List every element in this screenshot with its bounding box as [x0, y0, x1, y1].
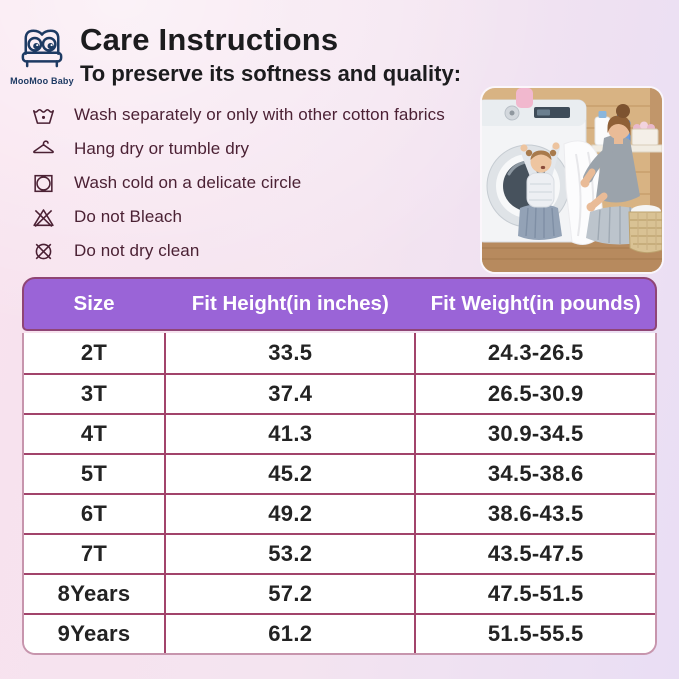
height-cell: 41.3	[164, 415, 417, 453]
table-row: 6T 49.2 38.6-43.5	[24, 493, 655, 533]
table-row: 8Years 57.2 47.5-51.5	[24, 573, 655, 613]
table-row: 2T 33.5 24.3-26.5	[24, 333, 655, 373]
care-item-wash-separately: Wash separately or only with other cotto…	[30, 102, 445, 128]
table-row: 3T 37.4 26.5-30.9	[24, 373, 655, 413]
column-header-size: Size	[73, 292, 115, 315]
laundry-photo	[482, 88, 662, 272]
weight-cell: 30.9-34.5	[487, 421, 584, 446]
care-item-text: Do not Bleach	[74, 207, 183, 226]
size-table-body: 2T 33.5 24.3-26.5 3T 37.4 26.5-30.9 4T 4…	[22, 333, 657, 655]
page-title: Care Instructions	[80, 22, 339, 57]
page-subtitle: To preserve its softness and quality:	[80, 60, 462, 86]
size-cell: 8Years	[57, 581, 131, 606]
table-row: 9Years 61.2 51.5-55.5	[24, 613, 655, 653]
weight-cell: 24.3-26.5	[487, 340, 584, 365]
laundry-basket	[628, 205, 662, 254]
height-cell: 45.2	[164, 455, 417, 493]
care-list: Wash separately or only with other cotto…	[30, 102, 445, 272]
table-row: 4T 41.3 30.9-34.5	[24, 413, 655, 453]
size-cell: 7T	[80, 541, 108, 566]
brand-logo: MooMoo Baby	[9, 26, 75, 86]
table-row: 7T 53.2 43.5-47.5	[24, 533, 655, 573]
column-header-fit-height: Fit Height(in inches)	[191, 292, 389, 315]
size-table-header: Size Fit Height(in inches) Fit Weight(in…	[22, 277, 657, 331]
size-cell: 4T	[80, 421, 108, 446]
height-cell: 57.2	[164, 575, 417, 613]
size-cell: 3T	[80, 381, 108, 406]
do-not-dry-clean-icon	[30, 238, 56, 264]
care-item-do-not-bleach: Do not Bleach	[30, 204, 445, 230]
care-item-delicate-cycle: Wash cold on a delicate circle	[30, 170, 445, 196]
size-cell: 6T	[80, 501, 108, 526]
care-item-do-not-dry-clean: Do not dry clean	[30, 238, 445, 264]
brand-name: MooMoo Baby	[10, 76, 74, 86]
size-table: Size Fit Height(in inches) Fit Weight(in…	[22, 277, 657, 655]
height-cell: 33.5	[164, 333, 417, 373]
care-item-text: Do not dry clean	[74, 241, 200, 260]
table-row: 5T 45.2 34.5-38.6	[24, 453, 655, 493]
delicate-cycle-icon	[30, 170, 56, 196]
machine-wash-icon	[30, 102, 56, 128]
weight-cell: 34.5-38.6	[487, 461, 584, 486]
column-header-fit-weight: Fit Weight(in pounds)	[430, 292, 641, 315]
size-cell: 9Years	[57, 621, 131, 646]
weight-cell: 38.6-43.5	[487, 501, 584, 526]
care-item-text: Hang dry or tumble dry	[74, 139, 250, 158]
height-cell: 53.2	[164, 535, 417, 573]
care-item-text: Wash cold on a delicate circle	[74, 173, 302, 192]
do-not-bleach-icon	[30, 204, 56, 230]
weight-cell: 51.5-55.5	[487, 621, 584, 646]
size-cell: 2T	[80, 340, 108, 365]
height-cell: 37.4	[164, 375, 417, 413]
care-item-hang-dry: Hang dry or tumble dry	[30, 136, 445, 162]
owl-logo-icon	[21, 29, 63, 68]
weight-cell: 47.5-51.5	[487, 581, 584, 606]
weight-cell: 43.5-47.5	[487, 541, 584, 566]
care-item-text: Wash separately or only with other cotto…	[74, 105, 445, 124]
size-cell: 5T	[80, 461, 108, 486]
hanger-icon	[30, 136, 56, 162]
height-cell: 61.2	[164, 615, 417, 653]
heading-block: Care Instructions To preserve its softne…	[80, 22, 462, 87]
height-cell: 49.2	[164, 495, 417, 533]
weight-cell: 26.5-30.9	[487, 381, 584, 406]
child-figure	[518, 142, 562, 240]
